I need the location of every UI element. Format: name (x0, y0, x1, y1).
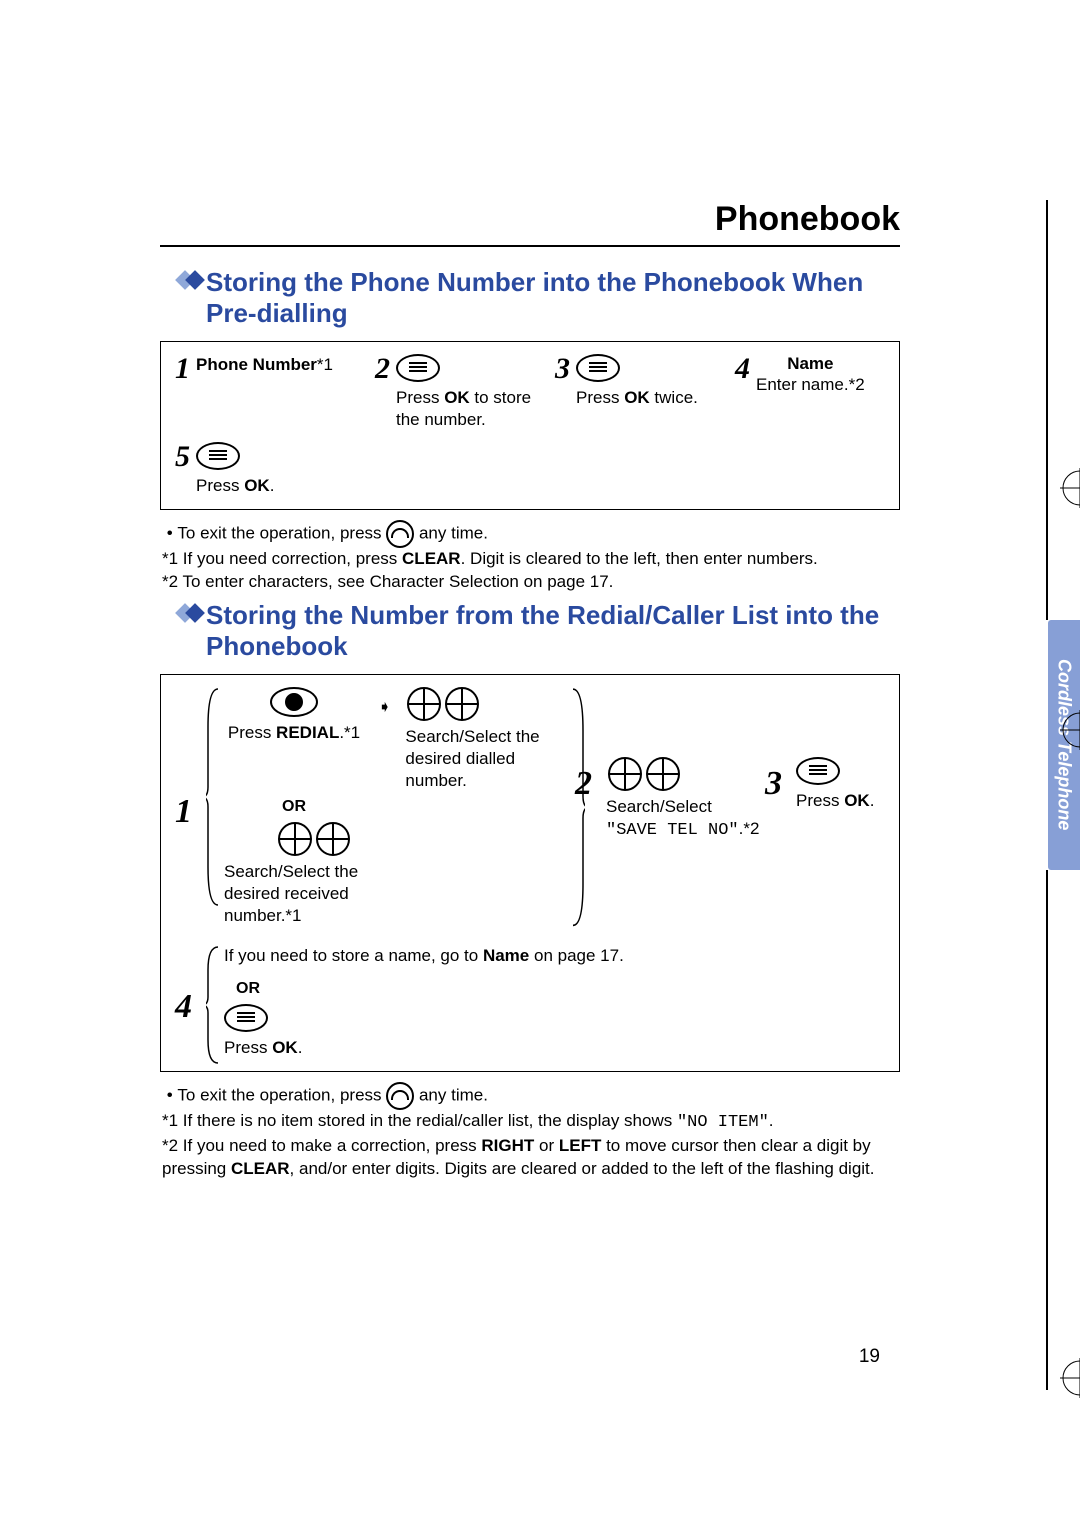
or-label: OR (236, 980, 306, 998)
step-number: 1 (175, 354, 190, 384)
step-number: 5 (175, 442, 190, 472)
step-text: Press OK. (224, 1037, 885, 1059)
menu-button-icon (196, 442, 240, 470)
side-line (1046, 870, 1048, 1390)
side-line (1046, 200, 1048, 620)
hangup-icon (386, 1082, 414, 1110)
diamond-bullet-icon (178, 273, 198, 287)
step-text: Press OK to store the number. (396, 387, 545, 431)
section-heading: Storing the Phone Number into the Phoneb… (178, 267, 900, 329)
step-number: 4 (735, 354, 750, 384)
diamond-bullet-icon (178, 606, 198, 620)
step-text: Press REDIAL.*1 (224, 722, 364, 744)
redial-button-icon (270, 687, 318, 717)
registration-mark (1060, 710, 1080, 750)
instruction-box: 1 Press REDIAL.*1 ➧ Search/Select th (160, 674, 900, 1072)
step-text: Search/Select "SAVE TEL NO".*2 (606, 796, 759, 842)
note: *2 If you need to make a correction, pre… (162, 1135, 900, 1181)
step-text: Search/Select the desired dialled number… (405, 726, 575, 792)
hangup-icon (386, 520, 414, 548)
step-number: 3 (555, 354, 570, 384)
note-ref: *1 (317, 355, 333, 374)
note: *1 If there is no item stored in the red… (162, 1110, 900, 1135)
dpad-icon (316, 822, 350, 856)
dpad-icon (407, 687, 441, 721)
dpad-icon (278, 822, 312, 856)
heading-text: Storing the Number from the Redial/Calle… (206, 600, 900, 662)
step-text: If you need to store a name, go to Name … (224, 945, 885, 967)
page-content: Phonebook Storing the Phone Number into … (160, 200, 900, 1186)
page-title: Phonebook (160, 200, 900, 239)
dpad-icon (608, 757, 642, 791)
menu-button-icon (224, 1004, 268, 1032)
step-label: Name (756, 354, 865, 374)
divider (160, 245, 900, 247)
step-number: 2 (375, 354, 390, 384)
note-bullet: • To exit the operation, press any time. (162, 520, 900, 548)
note: *2 To enter characters, see Character Se… (162, 571, 900, 594)
registration-mark (1060, 468, 1080, 508)
registration-mark (1060, 1358, 1080, 1398)
menu-button-icon (796, 757, 840, 785)
page-number: 19 (859, 1346, 880, 1368)
step-number: 1 (175, 795, 192, 829)
step-number: 4 (175, 990, 192, 1024)
or-label: OR (224, 798, 364, 816)
menu-button-icon (396, 354, 440, 382)
step-text: Press OK. (196, 475, 274, 497)
instruction-box: 1 Phone Number*1 2 Press OK to store the… (160, 341, 900, 509)
section-heading: Storing the Number from the Redial/Calle… (178, 600, 900, 662)
step-text: Press OK. (796, 790, 874, 812)
step-text: Enter name.*2 (756, 374, 865, 396)
dpad-icon (646, 757, 680, 791)
notes-list: • To exit the operation, press any time.… (162, 520, 900, 594)
note: *1 If you need correction, press CLEAR. … (162, 548, 900, 571)
step-text: Search/Select the desired received numbe… (224, 861, 404, 927)
step-label: Phone Number (196, 355, 317, 374)
notes-list: • To exit the operation, press any time.… (162, 1082, 900, 1181)
brace-icon (206, 945, 220, 1065)
brace-icon (206, 687, 220, 907)
note-bullet: • To exit the operation, press any time. (162, 1082, 900, 1110)
step-text: Press OK twice. (576, 387, 698, 409)
step-number: 3 (765, 767, 782, 801)
menu-button-icon (576, 354, 620, 382)
heading-text: Storing the Phone Number into the Phoneb… (206, 267, 900, 329)
brace-icon (571, 687, 585, 928)
dpad-icon (445, 687, 479, 721)
